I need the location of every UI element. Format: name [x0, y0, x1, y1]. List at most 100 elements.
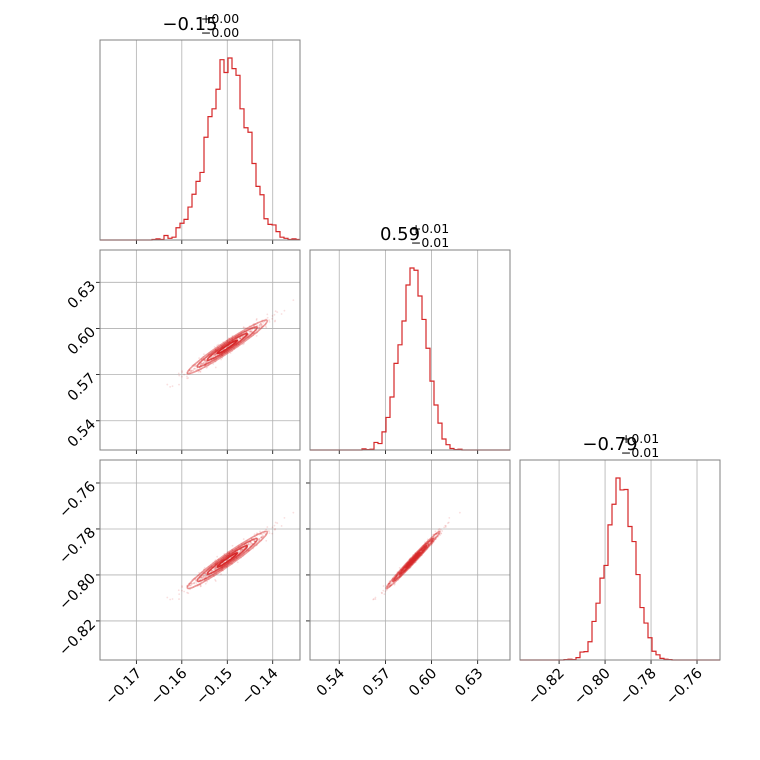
sample-point: [382, 585, 385, 587]
sample-point: [274, 528, 276, 531]
sample-point: [190, 584, 192, 587]
y-tick-label: 0.63: [65, 278, 99, 312]
sample-point: [190, 583, 193, 585]
sample-point: [197, 368, 200, 371]
sample-point: [436, 532, 439, 535]
sample-point: [213, 346, 216, 348]
sample-point: [266, 530, 269, 532]
sample-point: [250, 541, 253, 543]
sample-point: [217, 343, 220, 346]
sample-point: [432, 541, 435, 543]
sample-point: [251, 328, 253, 331]
sample-point: [435, 532, 438, 535]
sample-point: [213, 567, 215, 570]
sample-point: [256, 324, 259, 327]
sample-point: [256, 330, 259, 333]
sample-point: [387, 583, 390, 586]
sample-point: [253, 324, 256, 327]
sample-point: [193, 365, 196, 368]
sample-point: [247, 543, 250, 546]
sample-point: [386, 586, 389, 588]
sample-point: [194, 579, 197, 581]
sample-point: [261, 325, 264, 328]
sample-point: [248, 330, 251, 333]
sample-point: [259, 323, 261, 326]
contour-1: [206, 545, 249, 575]
sample-point: [191, 578, 194, 581]
sample-point: [437, 535, 440, 538]
contour-2: [196, 326, 259, 368]
sample-point: [437, 532, 440, 535]
sample-point: [211, 569, 214, 572]
sample-point: [260, 320, 263, 323]
sample-point: [440, 532, 443, 535]
sample-point: [198, 584, 201, 586]
sample-point: [192, 582, 195, 585]
sample-point: [190, 370, 192, 372]
sample-point: [214, 353, 217, 356]
sample-point: [181, 371, 184, 374]
sample-point: [238, 551, 241, 554]
param-lower-1: −0.01: [411, 235, 449, 250]
sample-point: [199, 363, 202, 366]
sample-point: [253, 323, 256, 325]
sample-point: [212, 561, 215, 564]
sample-point: [203, 568, 205, 571]
sample-point: [181, 589, 183, 592]
sample-point: [198, 360, 201, 363]
sample-point: [431, 543, 433, 546]
sample-point: [254, 323, 257, 325]
sample-point: [213, 560, 216, 563]
sample-point: [181, 375, 183, 378]
sample-point: [385, 584, 388, 587]
sample-point: [391, 577, 394, 580]
sample-point: [258, 325, 261, 328]
sample-point: [240, 548, 243, 551]
sample-point: [256, 532, 259, 535]
sample-point: [257, 326, 260, 329]
sample-point: [203, 366, 206, 368]
sample-point: [260, 536, 263, 539]
sample-point: [200, 362, 203, 365]
sample-point: [207, 574, 209, 577]
sample-point: [266, 313, 269, 316]
sample-point: [386, 585, 388, 588]
sample-point: [260, 539, 263, 542]
sample-point: [255, 544, 258, 547]
sample-point: [424, 541, 426, 544]
contour-0: [216, 339, 239, 355]
sample-point: [447, 521, 450, 524]
sample-point: [274, 528, 277, 530]
sample-point: [436, 535, 439, 537]
sample-point: [200, 577, 203, 579]
sample-point: [387, 583, 390, 586]
sample-point: [392, 582, 395, 584]
sample-point: [397, 578, 400, 581]
sample-point: [211, 569, 214, 572]
sample-point: [264, 532, 267, 535]
sample-point: [239, 336, 242, 339]
sample-point: [181, 370, 183, 372]
sample-point: [186, 584, 189, 587]
sample-point: [260, 326, 263, 329]
sample-point: [388, 580, 391, 583]
sample-point: [292, 511, 295, 514]
sample-point: [252, 323, 255, 326]
sample-point: [241, 548, 244, 551]
sample-point: [201, 363, 204, 365]
sample-point: [255, 331, 258, 334]
sample-point: [166, 596, 169, 599]
sample-point: [389, 584, 392, 587]
sample-point: [256, 542, 259, 544]
sample-point: [255, 543, 258, 546]
sample-point: [214, 360, 216, 363]
contour-3: [186, 530, 269, 590]
sample-point: [233, 347, 236, 350]
sample-point: [255, 335, 258, 337]
sample-point: [280, 313, 283, 315]
sample-point: [195, 582, 198, 584]
sample-point: [188, 368, 191, 371]
sample-point: [188, 584, 191, 587]
sample-point: [208, 363, 210, 366]
sample-point: [437, 528, 440, 531]
